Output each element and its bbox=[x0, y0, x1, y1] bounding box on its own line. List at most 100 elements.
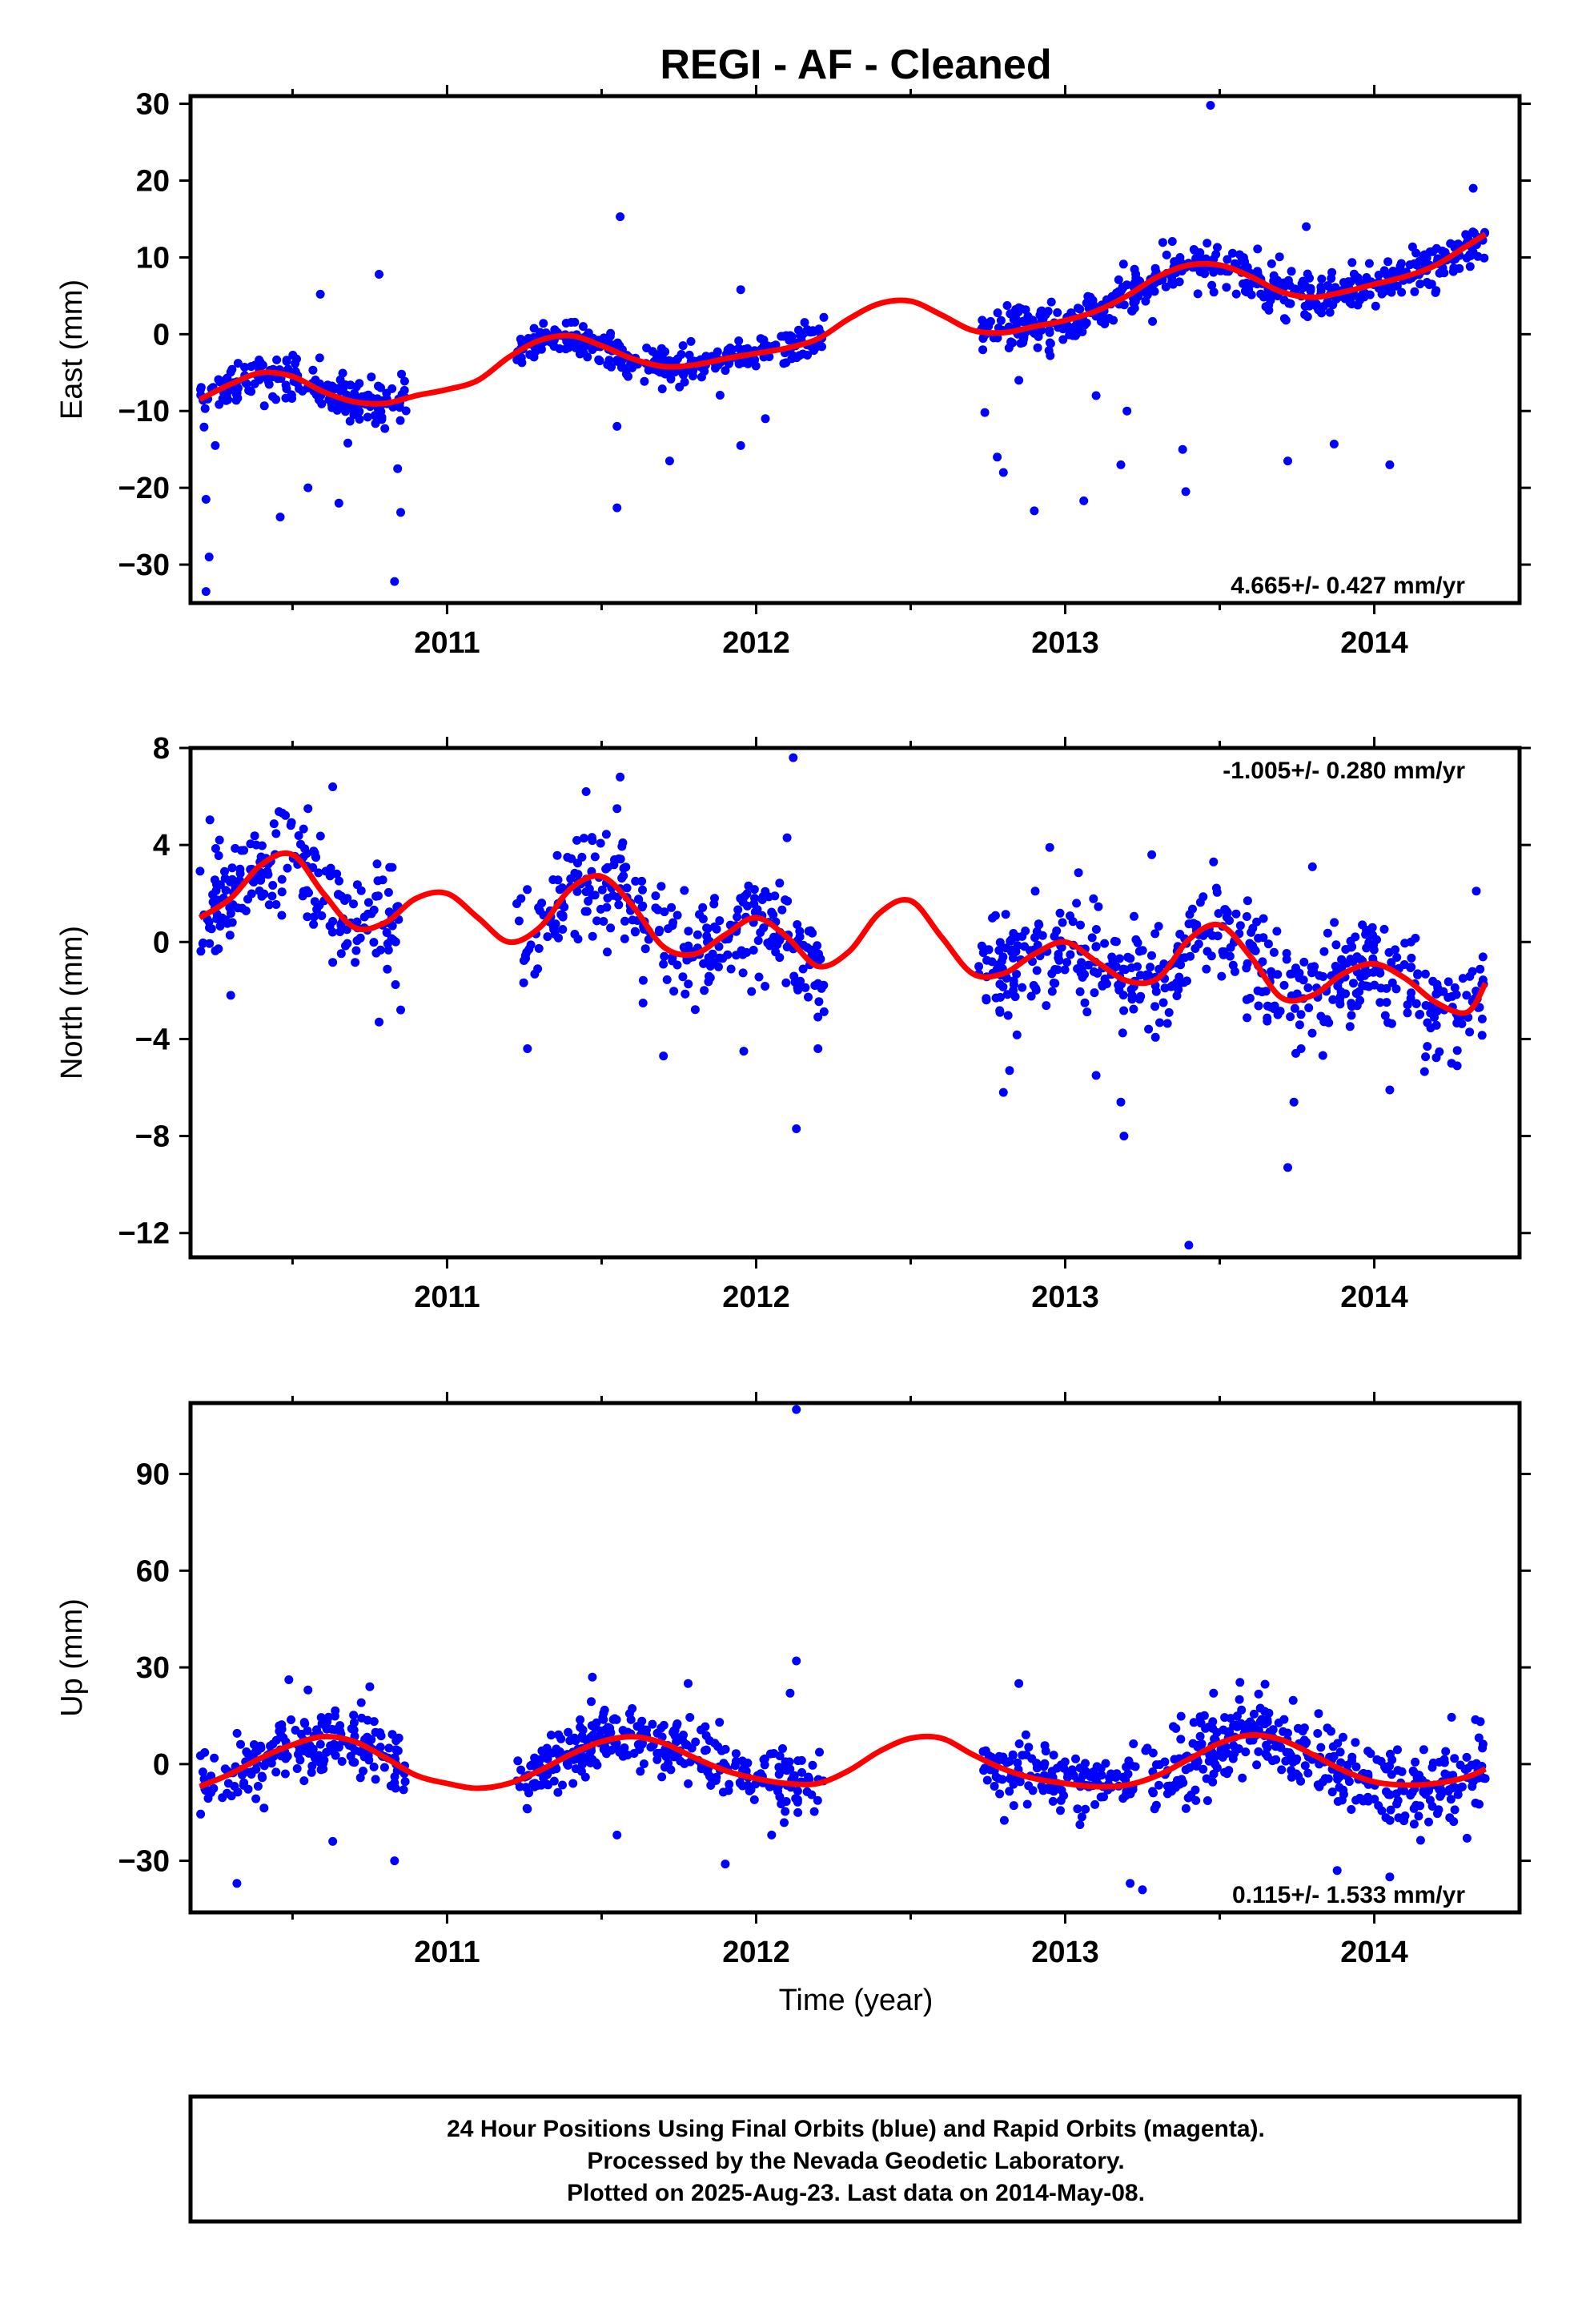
data-point bbox=[1383, 1018, 1393, 1027]
data-point bbox=[1081, 1804, 1090, 1814]
y-ticks: 8 4 0 −4 −8 −12 bbox=[118, 732, 1531, 1251]
data-point bbox=[1446, 1795, 1456, 1804]
data-point bbox=[519, 956, 528, 965]
x-tick-label: 2014 bbox=[1340, 1936, 1408, 1969]
panel-frame bbox=[188, 746, 1522, 1260]
plot-area bbox=[196, 101, 1489, 597]
data-point bbox=[1428, 976, 1438, 986]
data-point bbox=[1077, 1812, 1086, 1822]
data-point bbox=[1022, 1799, 1032, 1809]
data-point bbox=[1381, 1813, 1391, 1823]
data-point bbox=[763, 939, 773, 947]
data-point bbox=[993, 308, 1002, 318]
x-ticks: 2011 2012 2013 2014 bbox=[291, 1392, 1408, 1969]
data-point bbox=[1167, 237, 1177, 246]
data-point bbox=[1277, 1765, 1287, 1775]
data-point bbox=[1060, 1757, 1070, 1767]
data-point bbox=[1088, 296, 1098, 305]
outlier-point bbox=[396, 508, 405, 517]
data-point bbox=[614, 900, 624, 910]
outlier-point bbox=[396, 1005, 405, 1015]
data-point bbox=[638, 975, 648, 985]
data-point bbox=[1105, 314, 1114, 323]
data-point bbox=[271, 395, 281, 404]
data-point bbox=[346, 1751, 355, 1761]
data-point bbox=[1176, 1711, 1186, 1721]
data-point bbox=[1225, 916, 1234, 925]
data-point bbox=[603, 862, 612, 872]
data-point bbox=[662, 975, 672, 984]
data-point bbox=[1242, 912, 1251, 921]
outlier-point bbox=[980, 408, 990, 417]
data-point bbox=[210, 1753, 219, 1763]
data-point bbox=[284, 1675, 294, 1684]
data-point bbox=[1397, 1767, 1407, 1776]
footer-line-2: Processed by the Nevada Geodetic Laborat… bbox=[587, 2148, 1124, 2174]
data-point bbox=[1217, 971, 1227, 981]
data-point bbox=[602, 903, 612, 912]
data-point bbox=[1066, 950, 1075, 959]
data-point bbox=[1336, 1758, 1346, 1767]
outlier-point bbox=[665, 456, 674, 466]
data-point bbox=[331, 1706, 340, 1715]
data-point bbox=[1358, 920, 1367, 930]
outlier-point bbox=[1385, 460, 1395, 469]
data-point bbox=[534, 943, 544, 953]
data-point bbox=[1255, 1703, 1265, 1713]
data-point bbox=[317, 911, 327, 920]
data-point bbox=[1355, 278, 1364, 287]
data-point bbox=[1414, 1811, 1423, 1821]
data-point bbox=[1199, 1764, 1208, 1774]
data-point bbox=[678, 972, 688, 982]
data-point bbox=[214, 375, 223, 384]
data-point bbox=[785, 1764, 795, 1774]
data-point bbox=[1253, 244, 1263, 254]
data-point bbox=[287, 818, 296, 827]
data-point bbox=[1207, 280, 1217, 290]
outlier-point bbox=[1468, 183, 1478, 193]
data-point bbox=[391, 1736, 401, 1746]
data-point bbox=[616, 854, 625, 864]
data-point bbox=[1465, 1027, 1475, 1037]
data-point bbox=[660, 951, 669, 961]
data-point bbox=[664, 1759, 673, 1768]
data-point bbox=[266, 1741, 275, 1751]
data-point bbox=[1034, 919, 1043, 929]
data-point bbox=[684, 1779, 693, 1788]
data-point bbox=[704, 953, 713, 963]
data-point bbox=[781, 358, 791, 368]
data-point bbox=[801, 983, 810, 992]
data-point bbox=[628, 915, 637, 925]
outlier-point bbox=[523, 1044, 532, 1053]
data-point bbox=[1002, 990, 1012, 999]
data-point bbox=[705, 971, 713, 981]
outlier-point bbox=[328, 1836, 338, 1846]
data-point bbox=[1213, 243, 1222, 252]
data-point bbox=[1273, 1010, 1283, 1019]
data-point bbox=[611, 1742, 620, 1751]
data-point bbox=[264, 380, 274, 389]
data-point bbox=[747, 987, 757, 996]
model-curve bbox=[198, 850, 1488, 1016]
data-point bbox=[400, 385, 409, 395]
data-point bbox=[738, 968, 748, 978]
data-point bbox=[1008, 1750, 1018, 1759]
data-point bbox=[986, 1765, 995, 1775]
data-point bbox=[637, 1739, 647, 1749]
data-point bbox=[577, 1759, 587, 1769]
data-point bbox=[1032, 1763, 1042, 1773]
data-point bbox=[1009, 1779, 1018, 1789]
data-point bbox=[1252, 1760, 1262, 1770]
data-point bbox=[1364, 259, 1374, 268]
data-point bbox=[1290, 1003, 1299, 1013]
data-point bbox=[660, 368, 669, 378]
data-point bbox=[296, 1730, 306, 1739]
data-point bbox=[385, 862, 395, 872]
data-point bbox=[1239, 253, 1248, 263]
data-point bbox=[1158, 998, 1168, 1007]
data-point bbox=[384, 1743, 394, 1753]
data-point bbox=[363, 412, 372, 422]
data-point bbox=[1102, 979, 1111, 988]
data-point bbox=[793, 920, 802, 929]
